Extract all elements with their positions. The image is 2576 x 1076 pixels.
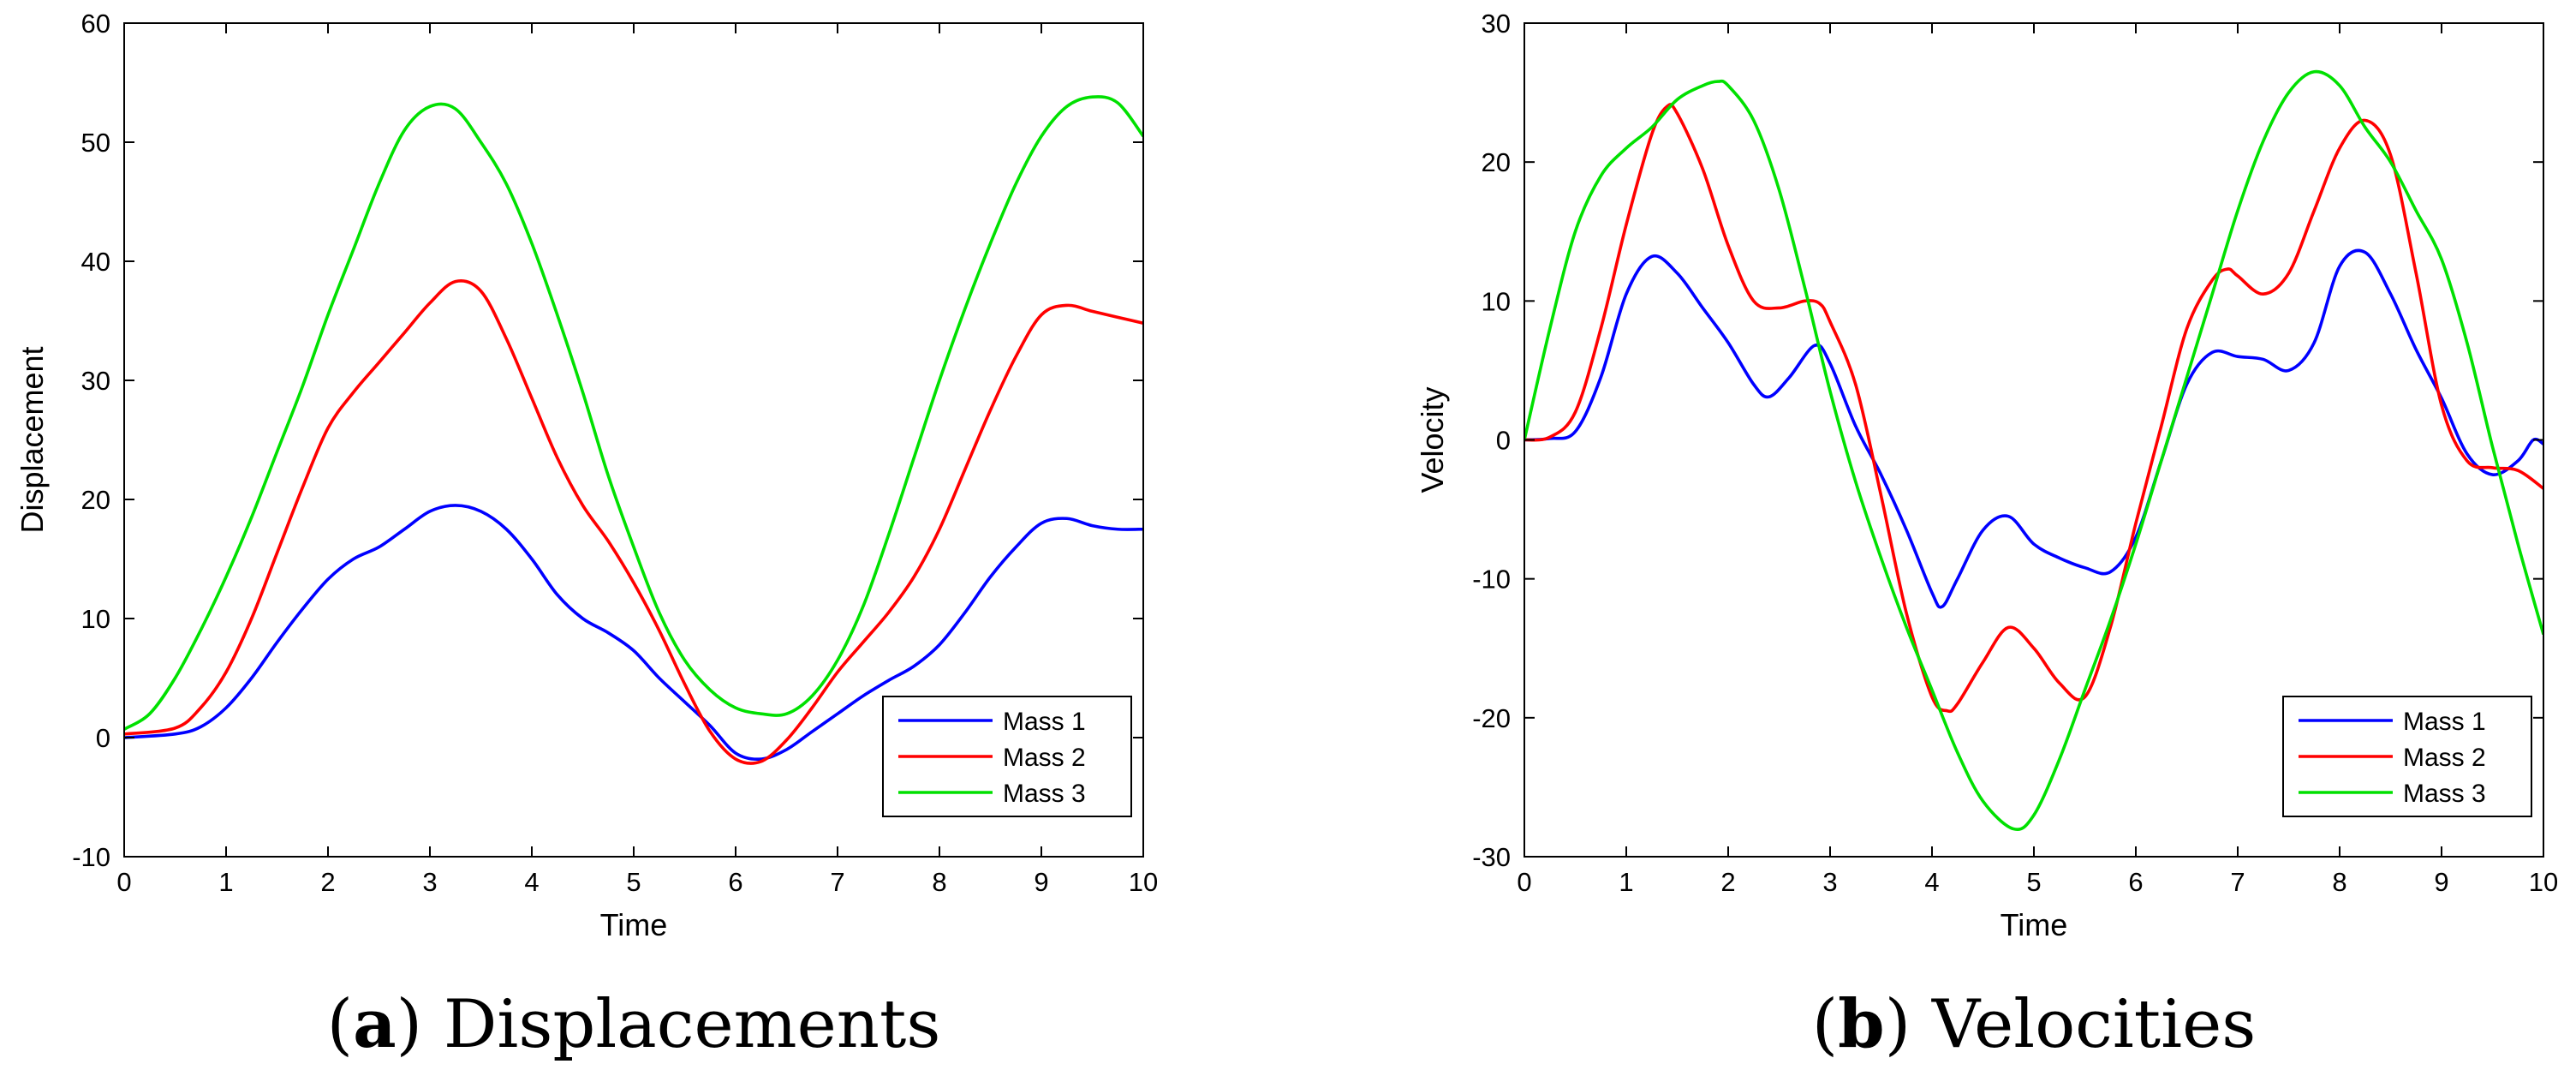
x-tick-label: 8 bbox=[932, 867, 946, 897]
x-tick-label: 3 bbox=[422, 867, 437, 897]
panel-caption: (b) Velocities bbox=[1812, 985, 2257, 1063]
x-tick-label: 9 bbox=[1034, 867, 1048, 897]
panel-caption: (a) Displacements bbox=[327, 985, 941, 1063]
x-tick-label: 2 bbox=[1720, 867, 1735, 897]
series-line-3 bbox=[1524, 69, 2543, 832]
legend-label-1: Mass 1 bbox=[2403, 708, 2486, 736]
x-tick-label: 6 bbox=[2128, 867, 2143, 897]
panel-velocities: 0 1 2 3 4 5 6 7 8 9 10 -30 -20 -10 0 10 20 30 Time Velocity… bbox=[1415, 9, 2558, 1063]
x-axis-label: Time bbox=[600, 907, 668, 942]
series-line-1 bbox=[124, 504, 1143, 761]
y-tick-label: 30 bbox=[1482, 9, 1511, 39]
panel-displacements: 0 1 2 3 4 5 6 7 8 9 10-100102030405060TimeDisplace… bbox=[15, 9, 1158, 1063]
legend: Mass 1 Mass 2 Mass 3 bbox=[882, 696, 1132, 817]
caption-paren-open: ( bbox=[1812, 986, 1838, 1063]
y-tick-label: 30 bbox=[81, 366, 110, 396]
y-axis-label: Displacement bbox=[15, 346, 50, 533]
y-tick-label: 0 bbox=[96, 723, 110, 753]
x-axis-label: Time bbox=[2001, 907, 2068, 942]
x-tick-label: 6 bbox=[728, 867, 742, 897]
x-tick-label: 8 bbox=[2332, 867, 2346, 897]
x-tick-label: 5 bbox=[626, 867, 641, 897]
series-line-3 bbox=[124, 95, 1143, 731]
y-tick-label: 40 bbox=[81, 247, 110, 277]
y-tick-label: -10 bbox=[1472, 565, 1511, 595]
legend-label-2: Mass 2 bbox=[1003, 744, 1086, 772]
x-tick-label: 2 bbox=[320, 867, 335, 897]
x-tick-label: 1 bbox=[218, 867, 233, 897]
y-tick-label: 20 bbox=[1482, 147, 1511, 177]
y-tick-label: 60 bbox=[81, 9, 110, 39]
y-tick-label: 0 bbox=[1496, 426, 1511, 456]
y-tick-label: 10 bbox=[1482, 286, 1511, 316]
caption-paren-close: ) bbox=[397, 986, 444, 1063]
caption-text: Displacements bbox=[444, 986, 940, 1063]
y-tick-label: -30 bbox=[1472, 842, 1511, 872]
caption-paren-close: ) bbox=[1885, 986, 1932, 1063]
x-tick-label: 9 bbox=[2434, 867, 2448, 897]
x-tick-label: 7 bbox=[830, 867, 844, 897]
caption-text: Velocities bbox=[1931, 986, 2256, 1063]
legend: Mass 1 Mass 2 Mass 3 bbox=[2282, 696, 2532, 817]
x-tick-label: 10 bbox=[1129, 867, 1158, 897]
legend-label-2: Mass 2 bbox=[2403, 744, 2486, 772]
x-tick-label: 0 bbox=[1517, 867, 1531, 897]
y-tick-label: 20 bbox=[81, 485, 110, 515]
caption-letter: a bbox=[353, 985, 397, 1063]
y-tick-label: -10 bbox=[72, 842, 110, 872]
legend-label-1: Mass 1 bbox=[1003, 708, 1086, 736]
x-tick-label: 5 bbox=[2026, 867, 2041, 897]
caption-paren-open: ( bbox=[327, 986, 353, 1063]
x-tick-label: 1 bbox=[1619, 867, 1633, 897]
y-tick-label: 10 bbox=[81, 604, 110, 634]
legend-label-3: Mass 3 bbox=[1003, 780, 1086, 808]
series-line-2 bbox=[1524, 103, 2543, 714]
x-tick-label: 10 bbox=[2529, 867, 2558, 897]
series-line-2 bbox=[124, 279, 1143, 765]
caption-letter: b bbox=[1838, 985, 1885, 1063]
x-tick-label: 3 bbox=[1822, 867, 1837, 897]
x-tick-label: 4 bbox=[1924, 867, 1939, 897]
y-tick-label: -20 bbox=[1472, 703, 1511, 733]
series-line-1 bbox=[1524, 248, 2543, 609]
y-tick-label: 50 bbox=[81, 128, 110, 158]
y-axis-label: Velocity bbox=[1415, 386, 1450, 493]
legend-label-3: Mass 3 bbox=[2403, 780, 2486, 808]
x-tick-label: 4 bbox=[524, 867, 539, 897]
x-tick-label: 7 bbox=[2230, 867, 2245, 897]
x-tick-label: 0 bbox=[116, 867, 131, 897]
